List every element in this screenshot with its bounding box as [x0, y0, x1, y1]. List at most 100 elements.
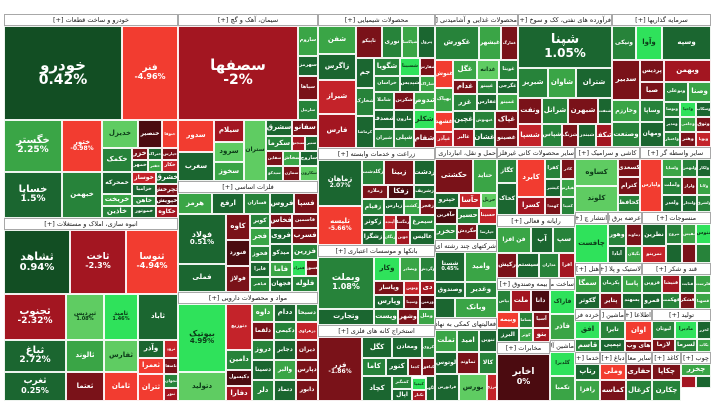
treemap-tile[interactable]: شبریز — [518, 68, 548, 98]
treemap-tile[interactable]: غپاک — [495, 111, 518, 129]
treemap-tile[interactable]: شاراک — [420, 76, 435, 92]
treemap-tile[interactable] — [696, 376, 711, 388]
sector-header[interactable]: عرضه برق [+] — [608, 212, 642, 224]
treemap-tile[interactable]: خریخت — [102, 194, 132, 206]
treemap-tile[interactable]: سیمرغ — [410, 215, 435, 230]
treemap-tile[interactable]: وتجارت — [318, 309, 374, 325]
treemap-tile[interactable]: کروی — [422, 337, 435, 358]
treemap-tile[interactable]: زپارس — [384, 199, 404, 215]
treemap-tile[interactable]: چخزر — [681, 364, 711, 376]
treemap-tile[interactable]: پکرمان — [600, 275, 622, 293]
sector-header[interactable]: کاغذ [+] — [652, 352, 681, 364]
treemap-tile[interactable]: جوین — [396, 230, 410, 245]
treemap-tile[interactable]: بکاب — [697, 339, 711, 352]
treemap-tile[interactable]: فسازان — [244, 193, 270, 214]
sector-header[interactable]: خدما [+] — [575, 352, 600, 364]
treemap-tile[interactable]: حگردش — [457, 224, 477, 240]
treemap-tile[interactable]: فروی — [270, 228, 292, 244]
treemap-tile[interactable]: رتاپ — [575, 364, 600, 380]
treemap-tile[interactable]: فسپا — [294, 193, 318, 214]
treemap-tile[interactable]: وثوق — [696, 117, 711, 132]
treemap-tile[interactable]: مادیرا — [675, 321, 697, 339]
treemap-tile[interactable]: وبانک — [455, 298, 497, 318]
treemap-tile[interactable]: شفارس — [420, 58, 435, 76]
treemap-tile[interactable]: حکشتی — [435, 159, 473, 193]
sector-header[interactable]: مواد و محصولات دارویی [+] — [178, 292, 318, 304]
treemap-tile[interactable]: ولغدر — [662, 195, 682, 212]
treemap-tile[interactable]: غصینو — [495, 129, 518, 147]
treemap-tile[interactable]: خاهن — [132, 196, 156, 206]
treemap-tile[interactable]: پترول — [418, 26, 435, 58]
treemap-tile[interactable] — [435, 298, 455, 318]
treemap-tile[interactable]: ولبهمن — [682, 159, 697, 177]
treemap-tile[interactable]: فباهنر — [250, 277, 270, 292]
treemap-tile[interactable]: خموتور — [132, 206, 156, 218]
treemap-tile[interactable]: فنورد — [226, 240, 250, 266]
treemap-tile[interactable]: سصفها -2% — [178, 26, 298, 120]
treemap-tile[interactable]: غویتا — [499, 60, 518, 80]
treemap-tile[interactable]: خپویش — [156, 196, 178, 206]
treemap-tile[interactable]: کماسه — [600, 380, 626, 401]
treemap-tile[interactable]: شرانل — [542, 98, 568, 124]
treemap-tile[interactable]: غدانه — [477, 60, 499, 80]
treemap-tile[interactable]: ثتران — [138, 374, 164, 401]
treemap-tile[interactable]: فروس — [270, 193, 294, 214]
treemap-tile[interactable]: کیمیا — [412, 378, 426, 390]
treemap-tile[interactable]: سپاها — [298, 76, 318, 100]
treemap-tile[interactable]: فولاژ — [226, 266, 250, 292]
treemap-tile[interactable]: شنفت — [598, 98, 612, 124]
sector-header[interactable]: تولید [+] — [652, 309, 711, 321]
treemap-tile[interactable]: غنوش — [435, 60, 453, 88]
treemap-tile[interactable]: سیستم — [517, 253, 539, 278]
treemap-tile[interactable]: زماهان 2.07% — [318, 160, 362, 206]
treemap-tile[interactable]: شیران — [374, 129, 394, 148]
treemap-tile[interactable]: فملی — [178, 264, 226, 292]
sector-header[interactable]: سرمایه گذاریها [+] — [612, 14, 711, 26]
treemap-tile[interactable]: قشکر — [680, 293, 695, 309]
treemap-tile[interactable]: وشهر — [398, 309, 418, 325]
treemap-tile[interactable]: والبر — [274, 360, 296, 380]
treemap-tile[interactable]: بیوتیک 4.99% — [178, 304, 226, 372]
treemap-tile[interactable] — [681, 388, 691, 401]
treemap-tile[interactable]: کمینا — [561, 197, 575, 215]
treemap-tile[interactable]: سدور — [178, 120, 214, 152]
sector-header[interactable]: کاشی و سرامیک [+] — [575, 147, 640, 159]
sector-header[interactable]: فعالیتهای کمکی به نهاد [+] — [435, 318, 497, 330]
treemap-tile[interactable]: لخزر — [697, 321, 711, 339]
treemap-tile[interactable]: خدیزل — [102, 120, 138, 148]
treemap-tile[interactable]: بگیلان — [626, 246, 642, 263]
treemap-tile[interactable]: سخوز — [214, 162, 244, 181]
treemap-tile[interactable]: وملی — [600, 364, 626, 380]
treemap-tile[interactable]: پاسا — [622, 275, 642, 293]
sector-header[interactable]: بیمه وصندوق [+] — [497, 278, 550, 290]
treemap-tile[interactable]: شفام — [414, 129, 435, 148]
sector-header[interactable]: سایر واسطه گر [+] — [640, 147, 711, 159]
treemap-tile[interactable]: گلدیرا — [550, 352, 575, 376]
treemap-tile[interactable]: لبوتان — [652, 321, 675, 339]
treemap-tile[interactable] — [666, 244, 682, 263]
treemap-tile[interactable]: ونفت — [518, 98, 542, 124]
treemap-tile[interactable]: شتران — [576, 68, 612, 98]
treemap-tile[interactable]: ولتجار — [682, 195, 697, 212]
treemap-tile[interactable]: ختور -0.98% — [62, 120, 102, 172]
sector-header[interactable]: خودرو و ساخت قطعات [+] — [4, 14, 178, 26]
treemap-tile[interactable]: ثاصفا — [164, 358, 178, 374]
treemap-tile[interactable]: دجابر — [274, 340, 296, 360]
treemap-tile[interactable]: بساما — [519, 312, 533, 328]
sector-header[interactable]: دباغ [+] — [600, 352, 626, 364]
treemap-tile[interactable]: وملل — [418, 309, 435, 325]
treemap-tile[interactable]: سپ — [553, 227, 575, 253]
treemap-tile[interactable]: لازما — [652, 339, 675, 352]
sector-header[interactable]: رایانه و فعالی [+] — [497, 215, 575, 227]
treemap-tile[interactable]: خگستر 2.25% — [4, 120, 62, 172]
treemap-tile[interactable]: کحافظ — [618, 195, 640, 212]
treemap-tile[interactable]: دابور — [296, 380, 318, 401]
treemap-tile[interactable] — [701, 388, 711, 401]
treemap-tile[interactable]: شپاس — [542, 124, 562, 147]
treemap-tile[interactable]: هرمز — [178, 193, 212, 214]
treemap-tile[interactable]: کسعدی — [618, 159, 640, 177]
treemap-tile[interactable] — [696, 244, 711, 263]
treemap-tile[interactable]: سکارون — [300, 166, 318, 181]
treemap-tile[interactable]: بهپاک — [435, 88, 453, 112]
treemap-tile[interactable]: زبینا — [384, 160, 414, 185]
